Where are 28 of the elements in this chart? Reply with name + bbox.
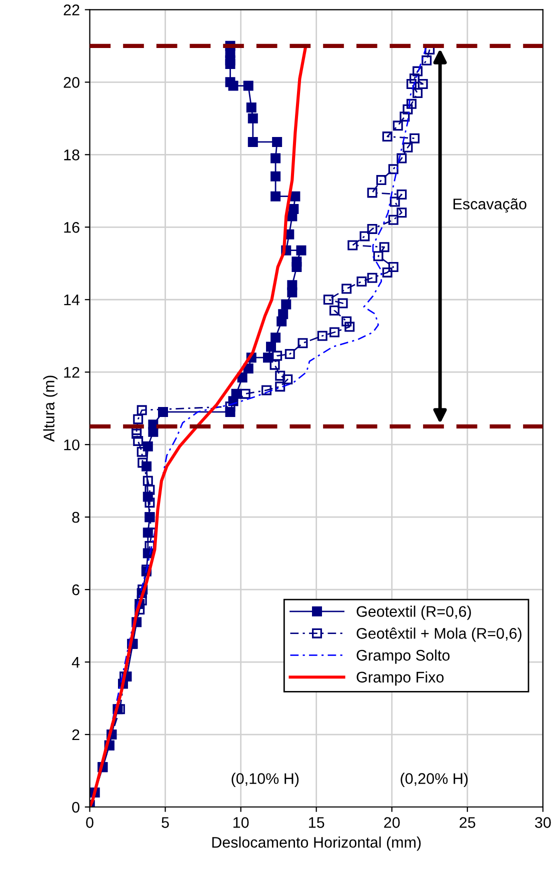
annotation: (0,10% H) <box>232 772 299 787</box>
x-tick-label: 10 <box>233 817 249 828</box>
y-tick-label: 20 <box>64 77 80 88</box>
x-tick-label: 15 <box>309 817 324 828</box>
y-tick-label: 18 <box>64 150 80 160</box>
y-tick-label: 2 <box>72 729 80 740</box>
legend-label: Geotêxtil + Mola (R=0,6) <box>356 628 522 642</box>
x-tick-label: 25 <box>460 817 476 828</box>
y-tick-label: 6 <box>72 584 80 596</box>
y-tick-label: 12 <box>64 366 80 378</box>
y-tick-label: 16 <box>64 222 80 233</box>
legend-label: Geotextil (R=0,6) <box>356 606 471 620</box>
x-tick-label: 30 <box>535 817 551 828</box>
y-tick-label: 10 <box>64 439 80 450</box>
legend-label: Grampo Fixo <box>356 671 444 686</box>
x-tick-label: 5 <box>162 817 169 828</box>
y-tick-label: 22 <box>64 4 80 16</box>
x-tick-label: 0 <box>86 817 94 828</box>
y-axis-title: Altura (m) <box>43 376 58 442</box>
y-tick-label: 14 <box>64 294 80 306</box>
legend-label: Grampo Solto <box>356 649 450 664</box>
y-tick-label: 8 <box>72 512 80 523</box>
y-tick-label: 4 <box>72 657 80 668</box>
x-tick-label: 20 <box>384 817 400 828</box>
y-tick-label: 0 <box>72 802 80 813</box>
annotation: Escavação <box>454 198 526 213</box>
x-axis-title: Deslocamento Horizontal (mm) <box>212 836 421 851</box>
annotation: (0,20% H) <box>400 772 468 787</box>
